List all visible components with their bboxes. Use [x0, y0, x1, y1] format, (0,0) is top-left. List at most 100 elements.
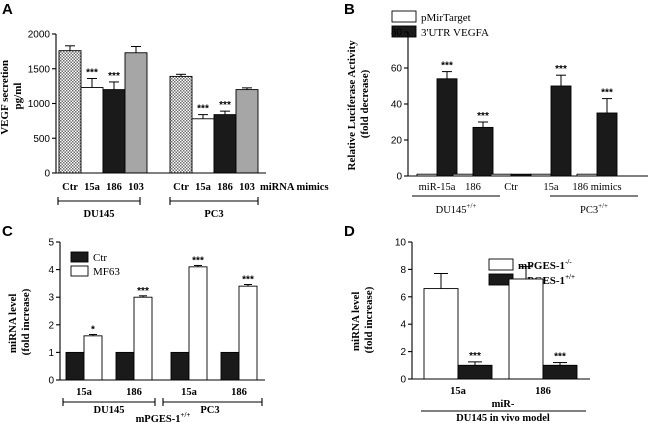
category-label: 186 [535, 386, 551, 397]
bar-15a [191, 118, 215, 174]
bar-mpges1-ko [423, 288, 459, 380]
panel-b-group-du145: DU145+/+ [436, 202, 477, 216]
y-tick-label: 40 [391, 100, 403, 111]
bar-103 [124, 52, 148, 174]
y-tick-label: 0 [400, 375, 406, 386]
y-tick-label: 1500 [28, 64, 51, 75]
legend-label-mpges1-ko-text: mPGES-1 [518, 260, 565, 272]
panel-c-legend: Ctr MF63 [70, 251, 120, 278]
significance-marker: *** [477, 111, 489, 122]
bar-ctr [169, 75, 193, 174]
significance-marker: *** [137, 286, 149, 297]
significance-marker: *** [197, 104, 209, 115]
significance-marker: *** [441, 61, 453, 72]
y-tick-label: 3 [48, 293, 54, 304]
panel-a-ylabel: VEGF secretion pg/ml [0, 57, 24, 135]
panel-a-bars: *** *** *** *** [58, 45, 259, 174]
category-label: 186 mimics [572, 182, 621, 193]
panel-c-bars: ********** [65, 255, 258, 381]
legend-swatch-mf63 [70, 265, 89, 277]
y-tick-label: 2 [400, 347, 406, 358]
bar-mf63 [133, 296, 153, 381]
panel-a-xlabel: miRNA mimics [260, 182, 329, 193]
y-tick-label: 0 [396, 172, 402, 183]
panel-c-letter: C [2, 223, 13, 240]
legend-label-mf63: MF63 [93, 266, 120, 278]
panel-d-bars: *** *** [423, 266, 578, 380]
significance-marker: *** [192, 255, 204, 266]
category-label: 15a [76, 387, 93, 398]
significance-marker: *** [108, 71, 120, 82]
y-tick-label: 4 [400, 320, 406, 331]
panel-a-ylabel-line2: pg/ml [12, 83, 24, 110]
panel-d-ylabel-line1: miRNA level [350, 292, 362, 352]
bar-ctr [220, 351, 240, 381]
panel-c: C miRNA level (fold increase) Ctr MF63 0… [2, 223, 265, 423]
bar-15a [80, 87, 104, 174]
bar-mpges1-ko [508, 278, 544, 380]
panel-d-y-ticks: 0 2 4 6 8 10 [395, 238, 412, 386]
bar-ctr [115, 351, 135, 381]
panel-d-footer: DU145 in vivo model [456, 413, 550, 423]
panel-c-footer-text: mPGES-1 [136, 414, 181, 423]
bar-ctr [58, 50, 82, 174]
panel-c-group-pc3: PC3 [200, 405, 219, 416]
panel-d-ylabel: miRNA level (fold increase) [350, 286, 375, 353]
y-tick-label: 2 [48, 320, 54, 331]
category-label: 15a [181, 387, 198, 398]
y-tick-label: 6 [400, 292, 406, 303]
significance-marker: *** [554, 352, 566, 363]
y-tick-label: 20 [391, 136, 403, 147]
category-label: 186 [231, 387, 247, 398]
category-label: 15a [450, 386, 467, 397]
panel-b-category-labels: miR-15a 186 Ctr 15a 186 mimics [419, 182, 622, 193]
panel-c-footer: mPGES-1+/+ [136, 411, 191, 423]
y-tick-label: 10 [395, 238, 407, 249]
panel-c-ylabel-line1: miRNA level [7, 294, 19, 354]
y-tick-label: 2000 [28, 30, 51, 41]
category-label: 103 [239, 182, 255, 193]
legend-swatch-mpges1-ko [488, 258, 514, 271]
category-label: Ctr [173, 182, 189, 193]
panel-b-letter: B [344, 1, 355, 18]
legend-label-pmirtarget: pMirTarget [421, 12, 471, 24]
significance-marker: *** [601, 88, 613, 99]
panel-d-legend: mPGES-1-/- mPGES-1+/+ [488, 258, 575, 287]
panel-b-group-pc3: PC3+/+ [580, 202, 608, 216]
legend-label-mpges1-ko-sup: -/- [565, 258, 572, 266]
panel-b-ylabel: Relative Luciferase Activity (fold decre… [346, 38, 371, 171]
bar-mf63 [83, 335, 103, 381]
category-label: 103 [128, 182, 144, 193]
significance-marker: *** [242, 275, 254, 286]
bar-3utr-vegfa [436, 78, 458, 177]
bar-mf63 [188, 266, 208, 381]
bar-186 [102, 89, 126, 174]
y-tick-label: 500 [33, 134, 50, 145]
panel-b-group-pc3-sup: +/+ [598, 202, 608, 210]
y-tick-label: 80 [391, 28, 403, 39]
panel-c-footer-sup: +/+ [180, 411, 190, 419]
legend-label-mpges1-ko: mPGES-1-/- [518, 258, 572, 272]
y-tick-label: 0 [44, 169, 50, 180]
category-label: Ctr [504, 182, 518, 193]
y-tick-label: 5 [48, 238, 54, 249]
panel-c-ylabel: miRNA level (fold increase) [7, 288, 32, 355]
panel-a-group-pc3: PC3 [204, 209, 223, 220]
panel-b: B Relative Luciferase Activity (fold dec… [344, 1, 648, 216]
panel-c-category-labels: 15a 186 15a 186 [76, 387, 247, 398]
category-label: 15a [543, 182, 559, 193]
panel-a-category-labels: Ctr 15a 186 103 Ctr 15a 186 103 [62, 182, 255, 193]
y-tick-label: 1 [48, 348, 54, 359]
y-tick-label: 0 [48, 376, 54, 387]
category-label: 15a [84, 182, 101, 193]
legend-label-ctr: Ctr [93, 252, 107, 264]
bar-mpges1-wt [542, 364, 578, 380]
panel-b-group-pc3-text: PC3 [580, 205, 598, 216]
panel-b-y-ticks: 0 20 40 60 80 [391, 28, 408, 183]
panel-a-group-du145: DU145 [84, 209, 115, 220]
panel-b-group-du145-sup: +/+ [467, 202, 477, 210]
significance-marker: *** [219, 100, 231, 111]
category-label: Ctr [62, 182, 78, 193]
panel-d-ylabel-line2: (fold increase) [363, 286, 375, 353]
panel-b-legend: pMirTarget 3'UTR VEGFA [391, 10, 489, 39]
